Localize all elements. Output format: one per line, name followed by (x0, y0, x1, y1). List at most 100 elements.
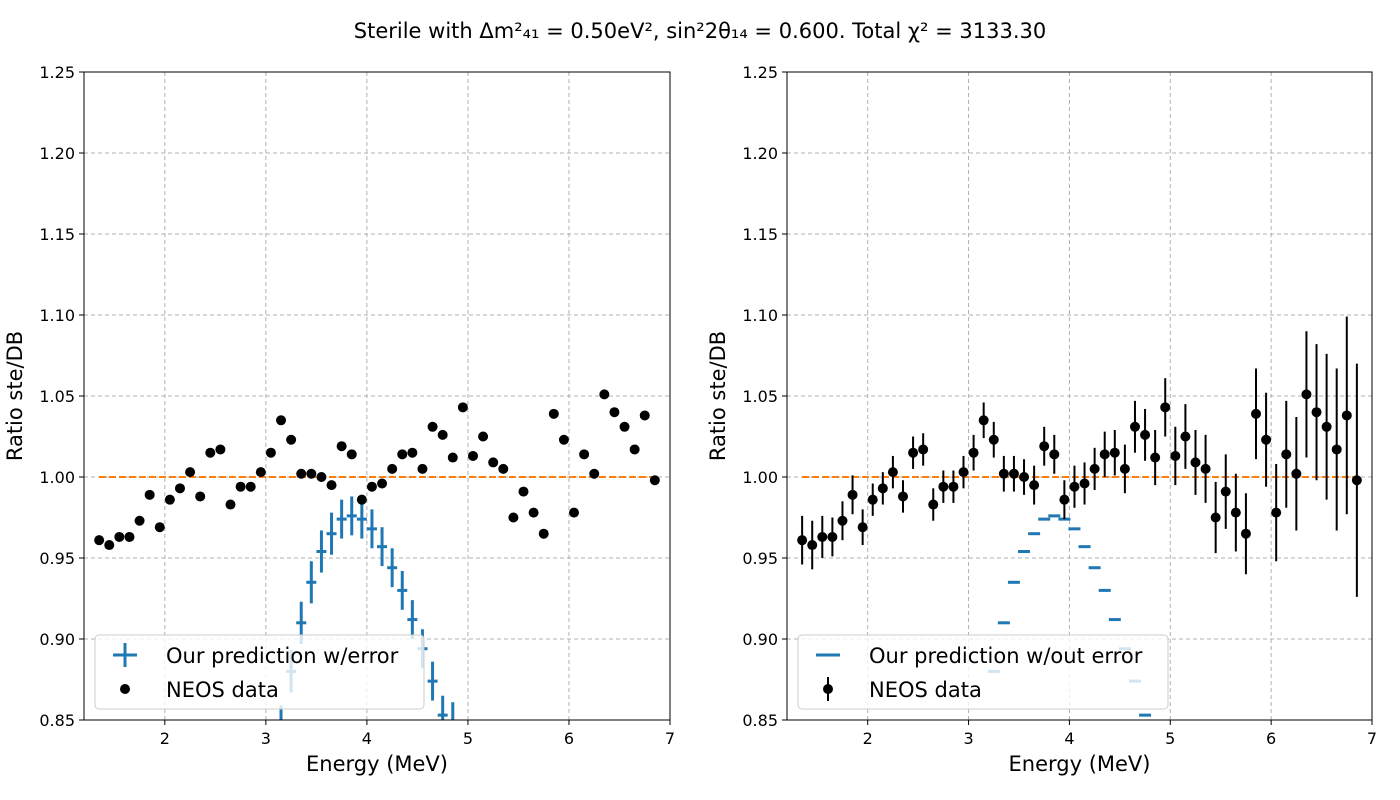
y-tick-label: 1.10 (742, 306, 778, 325)
data-point (124, 531, 135, 542)
data-point (185, 467, 196, 478)
data-point (1210, 512, 1221, 523)
y-tick-label: 0.90 (742, 630, 778, 649)
data-point (1019, 472, 1030, 482)
data-point (1331, 444, 1342, 455)
data-point (1180, 431, 1191, 442)
data-point (205, 447, 216, 458)
data-point (817, 531, 828, 542)
data-point (346, 449, 357, 460)
legend-swatch (120, 684, 130, 694)
y-tick-label: 1.15 (742, 225, 778, 244)
data-point (286, 434, 297, 445)
x-tick-label: 3 (261, 729, 271, 748)
axes-frame (786, 71, 1373, 721)
data-point (255, 467, 266, 478)
data-point (569, 507, 580, 518)
data-point (619, 421, 630, 432)
data-point (558, 434, 569, 445)
data-point (154, 522, 165, 533)
data-point (447, 452, 458, 463)
data-point (978, 415, 989, 426)
data-point (877, 483, 888, 494)
plot-area: 0.85 0.90 0.95 1.00 1.05 1.10 1.15 1.20 1.25 2 3 4 5… (706, 63, 1377, 776)
data-point (437, 429, 448, 440)
y-tick-label: 1.10 (39, 306, 75, 325)
y-tick-label: 1.20 (742, 144, 778, 163)
y-tick-label: 0.95 (742, 549, 778, 568)
data-point (639, 410, 650, 421)
data-point (225, 499, 236, 510)
data-point (857, 522, 868, 533)
data-point (1301, 389, 1312, 400)
data-point (1008, 468, 1019, 479)
data-point (988, 434, 999, 445)
legend-label: Our prediction w/out error (869, 644, 1143, 668)
data-point (1271, 507, 1282, 518)
y-tick-label: 0.85 (742, 711, 778, 730)
data-point (478, 431, 489, 442)
data-point (144, 489, 155, 500)
data-layer (797, 316, 1362, 717)
data-point (1291, 468, 1302, 479)
y-tick-label: 1.25 (39, 63, 75, 82)
data-point (235, 481, 246, 492)
data-point (589, 468, 600, 479)
data-point (467, 450, 478, 461)
data-point (94, 535, 105, 546)
data-point (114, 531, 125, 542)
data-point (366, 481, 377, 492)
data-point (1069, 481, 1080, 492)
data-point (104, 540, 115, 551)
x-axis-label: Energy (MeV) (306, 752, 448, 776)
data-point (548, 408, 559, 419)
x-tick-label: 4 (362, 729, 372, 748)
data-point (938, 481, 949, 492)
data-point (1190, 457, 1201, 468)
data-point (887, 467, 898, 478)
x-tick-label: 7 (665, 729, 675, 748)
data-point (498, 463, 509, 474)
data-point (807, 540, 818, 551)
y-axis-label: Ratio ste/DB (706, 331, 730, 461)
data-point (1039, 441, 1050, 452)
data-point (1200, 463, 1211, 474)
data-point (1140, 429, 1151, 440)
data-point (1321, 421, 1332, 432)
data-point (1220, 486, 1231, 497)
data-point (1119, 463, 1130, 474)
data-point (968, 447, 979, 458)
data-point (1240, 528, 1251, 539)
y-tick-label: 1.05 (742, 387, 778, 406)
data-point (958, 467, 969, 478)
data-point (629, 444, 640, 455)
plot-area: 0.85 0.90 0.95 1.00 1.05 1.10 1.15 1.20 1.25 2 3 4 5… (3, 63, 675, 776)
data-point (407, 447, 418, 458)
data-point (649, 475, 660, 486)
data-point (1230, 507, 1241, 518)
data-point (195, 491, 206, 502)
x-tick-label: 2 (160, 729, 170, 748)
data-point (1129, 421, 1140, 432)
y-tick-label: 1.00 (39, 468, 75, 487)
x-tick-label: 3 (963, 729, 973, 748)
data-point (457, 402, 468, 413)
data-point (518, 486, 529, 497)
y-tick-label: 0.85 (39, 711, 75, 730)
data-point (928, 499, 939, 510)
x-axis-label: Energy (MeV) (1009, 752, 1151, 776)
y-tick-label: 1.15 (39, 225, 75, 244)
legend-box (94, 634, 425, 710)
data-point (797, 535, 808, 546)
data-point (1160, 402, 1171, 413)
data-point (1170, 450, 1181, 461)
legend-label: NEOS data (166, 678, 279, 702)
data-point (276, 415, 287, 426)
data-point (827, 531, 838, 542)
data-point (1311, 407, 1322, 418)
legend-label: Our prediction w/error (166, 644, 399, 668)
legend-box (797, 634, 1169, 710)
x-tick-label: 5 (1165, 729, 1175, 748)
data-point (1281, 449, 1292, 460)
data-point (417, 463, 428, 474)
